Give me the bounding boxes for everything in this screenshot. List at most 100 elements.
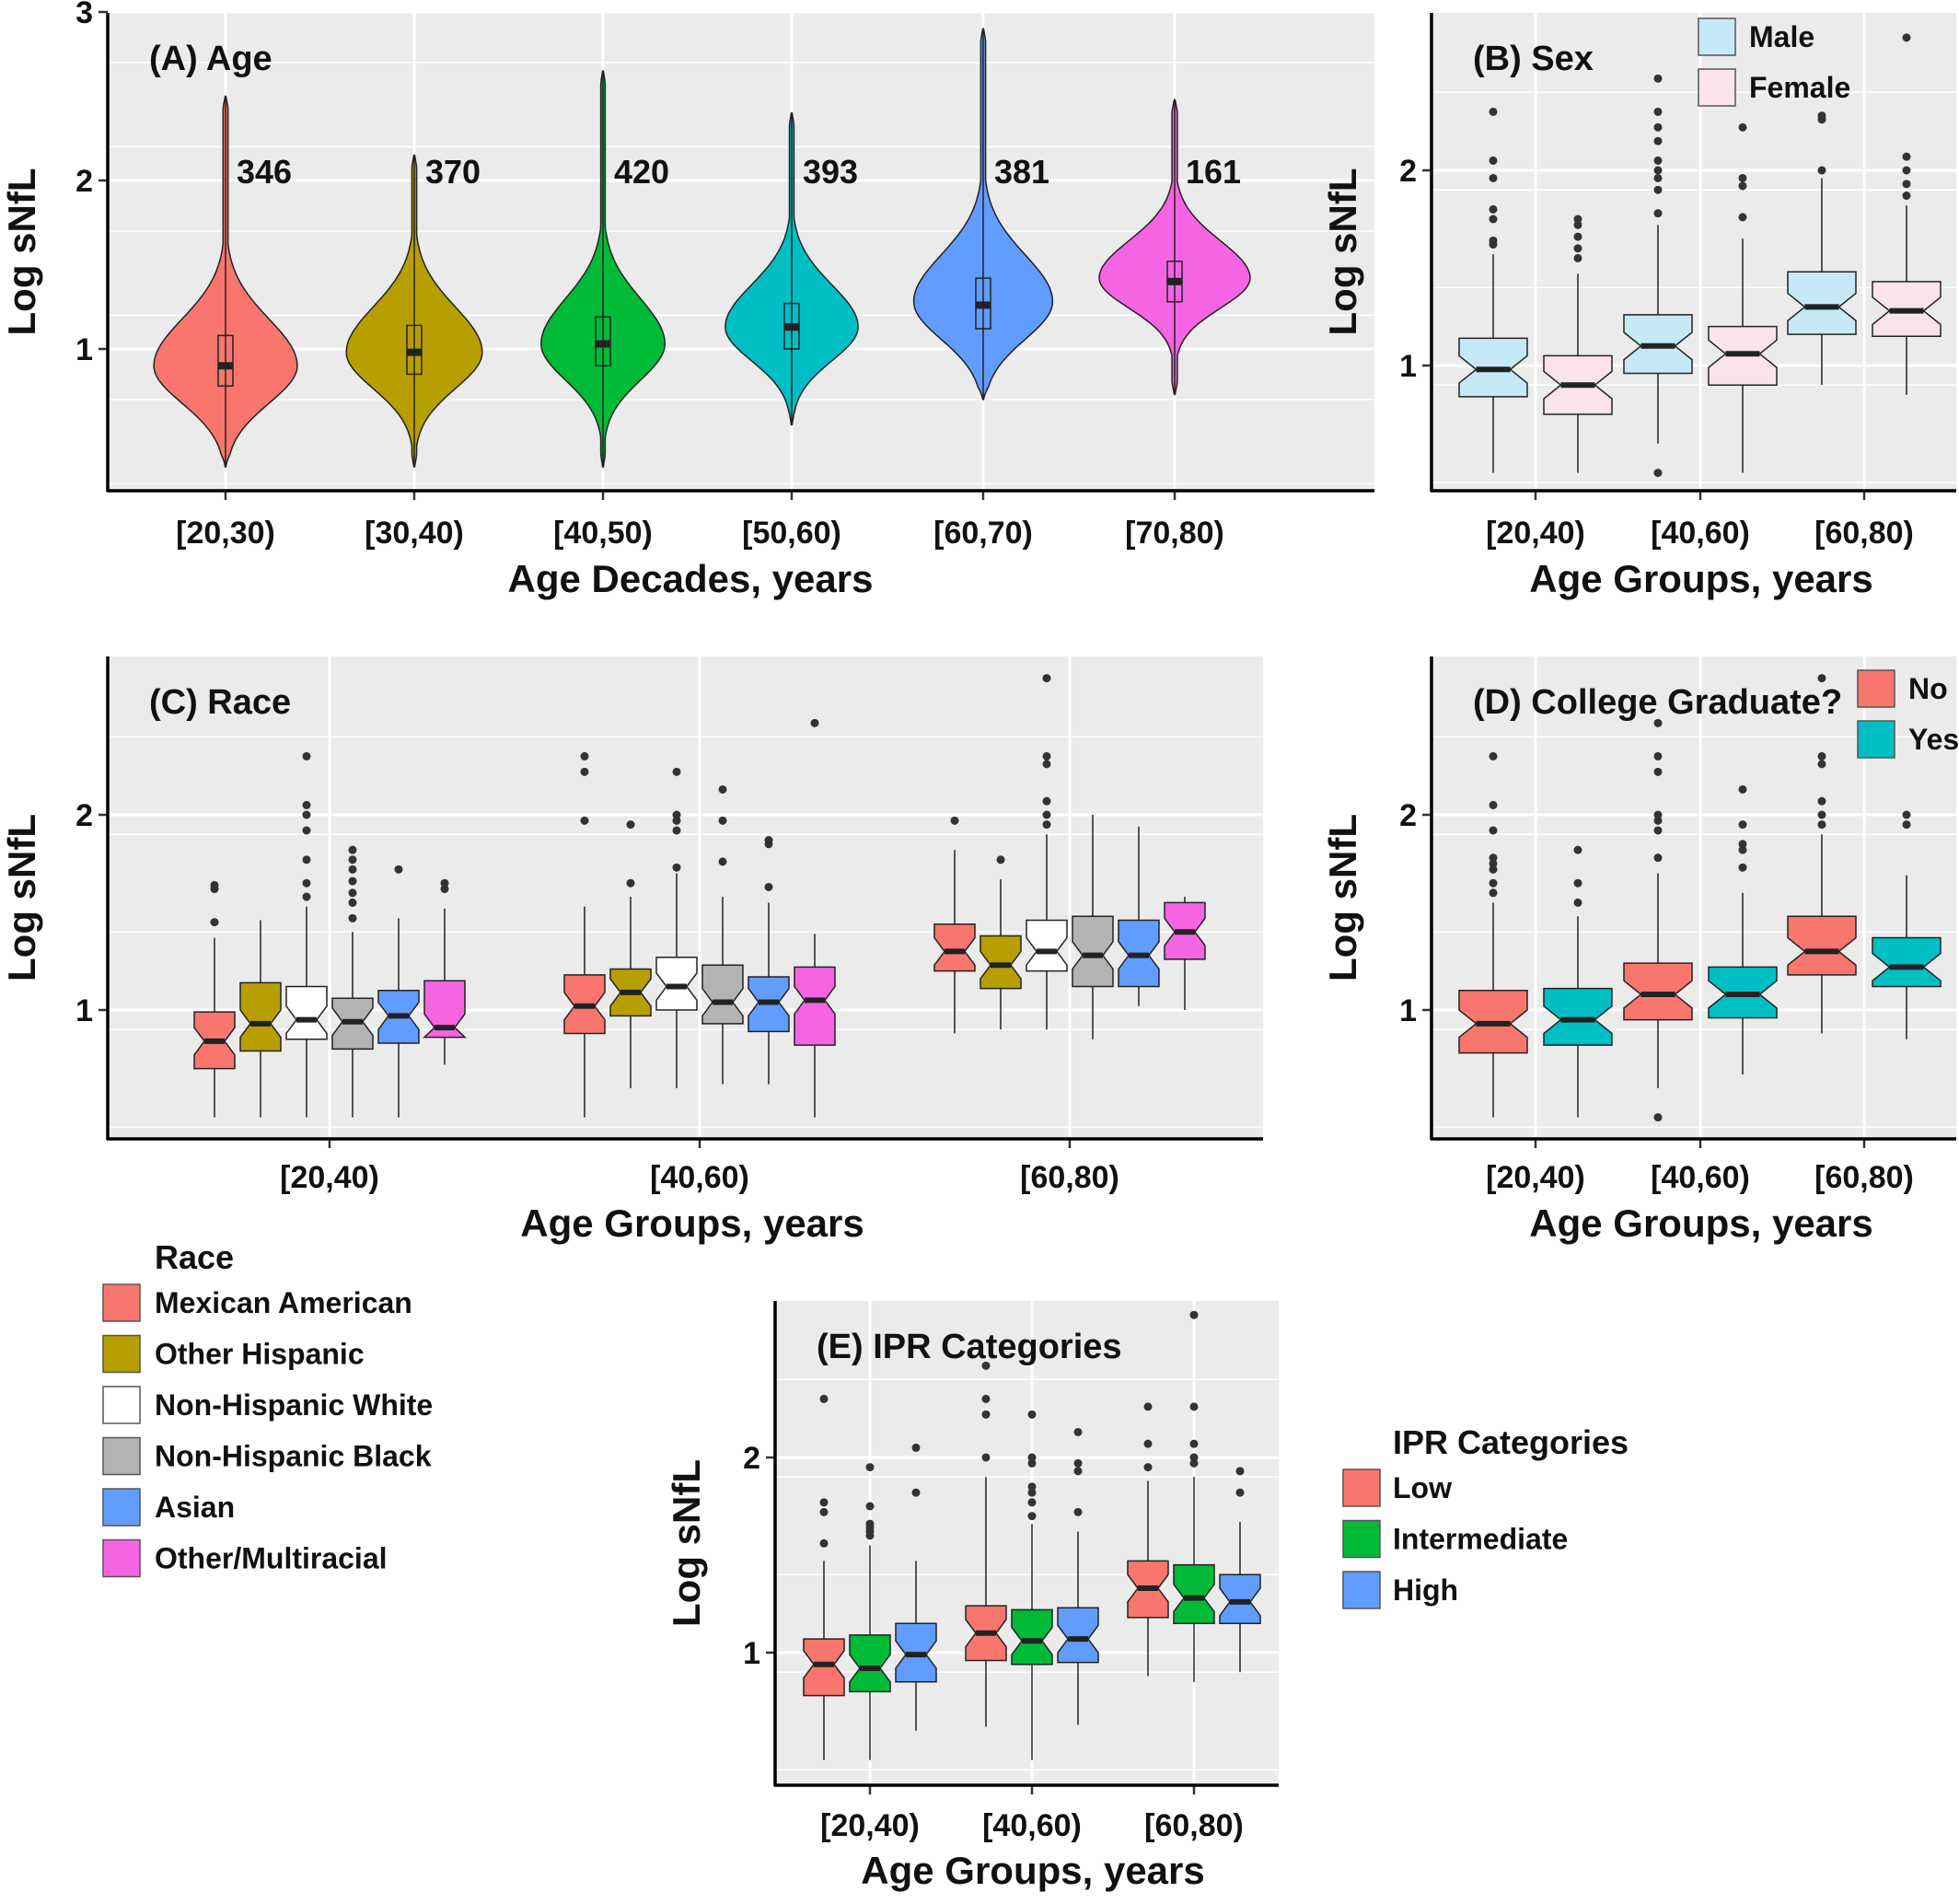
x-tick-label: [60,80) <box>1814 516 1914 551</box>
outlier-point <box>1042 820 1051 830</box>
outlier-point <box>1027 1410 1037 1419</box>
outlier-point <box>1653 810 1663 819</box>
outlier-point <box>1027 1498 1037 1507</box>
outlier-point <box>1489 826 1498 835</box>
y-axis-title: Log sNfL <box>1321 814 1364 981</box>
outlier-point <box>348 913 357 923</box>
x-tick-label: [20,40) <box>820 1808 920 1843</box>
outlier-point <box>1653 469 1663 478</box>
box-low-1 <box>965 1361 1007 1727</box>
panel-background <box>775 1301 1279 1785</box>
violin-median <box>407 348 422 356</box>
y-axis-title: Log sNfL <box>1321 168 1364 336</box>
x-axis-title: Age Decades, years <box>508 557 874 600</box>
box-non-hispanic-black-1 <box>701 784 744 1085</box>
y-tick-label: 2 <box>1399 154 1417 189</box>
legend-label: Non-Hispanic Black <box>155 1440 432 1473</box>
x-axis-title: Age Groups, years <box>1529 1202 1872 1245</box>
box-low-2 <box>1127 1402 1169 1677</box>
outlier-point <box>580 767 589 776</box>
x-tick-label: [60,80) <box>1814 1160 1914 1195</box>
outlier-point <box>348 865 357 874</box>
violin-median <box>596 340 610 348</box>
legend-label: High <box>1393 1573 1458 1607</box>
outlier-point <box>1738 784 1747 794</box>
outlier-point <box>580 751 589 760</box>
outlier-point <box>1489 204 1498 214</box>
box-mexican-american-2 <box>933 816 976 1034</box>
box-yes-0 <box>1543 845 1613 1118</box>
outlier-point <box>1738 820 1747 830</box>
outlier-point <box>996 855 1005 865</box>
x-tick-label: [20,40) <box>280 1160 379 1195</box>
box-intermediate-0 <box>849 1463 891 1760</box>
outlier-point <box>1489 107 1498 116</box>
y-tick-label: 1 <box>1399 993 1417 1028</box>
box-body <box>655 957 698 1011</box>
outlier-point <box>764 836 773 845</box>
box-low-0 <box>803 1394 845 1760</box>
outlier-point <box>1817 111 1826 121</box>
box-mexican-american-1 <box>563 751 606 1118</box>
box-male-0 <box>1458 107 1528 473</box>
box-high-1 <box>1057 1427 1099 1725</box>
box-no-2 <box>1787 674 1857 1034</box>
outlier-point <box>1573 253 1582 262</box>
y-axis-title: Log sNfL <box>0 814 43 981</box>
box-other-hispanic-0 <box>239 920 282 1118</box>
y-tick-label: 1 <box>743 1636 760 1671</box>
outlier-point <box>348 888 357 898</box>
outlier-point <box>1489 865 1498 874</box>
outlier-point <box>819 1507 829 1516</box>
legend-title: Race <box>155 1238 234 1276</box>
outlier-point <box>302 800 311 809</box>
count-label: 393 <box>803 153 858 191</box>
outlier-point <box>302 810 311 819</box>
box-body <box>1173 1563 1215 1624</box>
panel-background <box>1432 13 1956 491</box>
box-body <box>1011 1608 1053 1666</box>
box-no-0 <box>1458 751 1528 1118</box>
box-other-hispanic-2 <box>980 855 1022 1030</box>
outlier-point <box>394 865 403 874</box>
panel-e: 1 2 [20,40) [40,60) [60,80) Age Groups, years… <box>665 1301 1279 1892</box>
outlier-point <box>1042 810 1051 819</box>
violin-median <box>976 301 991 309</box>
box-other-multiracial-1 <box>794 718 836 1118</box>
panel-title: (A) Age <box>149 40 272 78</box>
violin-inner-box <box>217 334 234 388</box>
panel-c: 1 2 [20,40) [40,60) [60,80) Age Groups, years… <box>0 656 1263 1245</box>
outlier-point <box>1189 1439 1199 1448</box>
outlier-point <box>1817 674 1826 683</box>
outlier-point <box>348 898 357 907</box>
outlier-point <box>1653 136 1663 145</box>
panel-a: 1 2 3 [20,30) [30,40) [40,50) [50,60) [60,70) [7… <box>0 0 1374 600</box>
outlier-point <box>981 1394 991 1403</box>
outlier-point <box>626 878 635 888</box>
outlier-point <box>1235 1467 1245 1476</box>
outlier-point <box>210 880 219 889</box>
outlier-point <box>1817 820 1826 830</box>
outlier-point <box>1738 863 1747 872</box>
outlier-point <box>1573 220 1582 229</box>
count-label: 420 <box>614 153 669 191</box>
box-body <box>701 964 744 1025</box>
box-body <box>1026 919 1068 972</box>
outlier-point <box>1042 674 1051 683</box>
count-label: 381 <box>994 153 1049 191</box>
outlier-point <box>865 1519 875 1528</box>
outlier-point <box>865 1502 875 1511</box>
y-axis-title: Log sNfL <box>665 1459 708 1627</box>
x-tick-label: [20,40) <box>1486 1160 1585 1195</box>
outlier-point <box>1653 853 1663 863</box>
outlier-point <box>1817 166 1826 175</box>
outlier-point <box>1573 898 1582 907</box>
box-yes-1 <box>1708 784 1778 1074</box>
outlier-point <box>1738 845 1747 854</box>
x-axis-title: Age Groups, years <box>520 1202 864 1245</box>
box-asian-2 <box>1118 826 1160 1006</box>
outlier-point <box>1653 107 1663 116</box>
box-body <box>803 1638 845 1697</box>
legend-label: Male <box>1749 20 1814 53</box>
